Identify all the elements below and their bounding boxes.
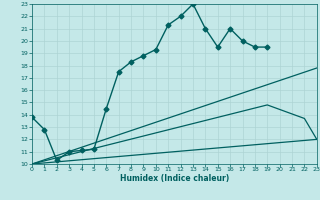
X-axis label: Humidex (Indice chaleur): Humidex (Indice chaleur) bbox=[120, 174, 229, 183]
